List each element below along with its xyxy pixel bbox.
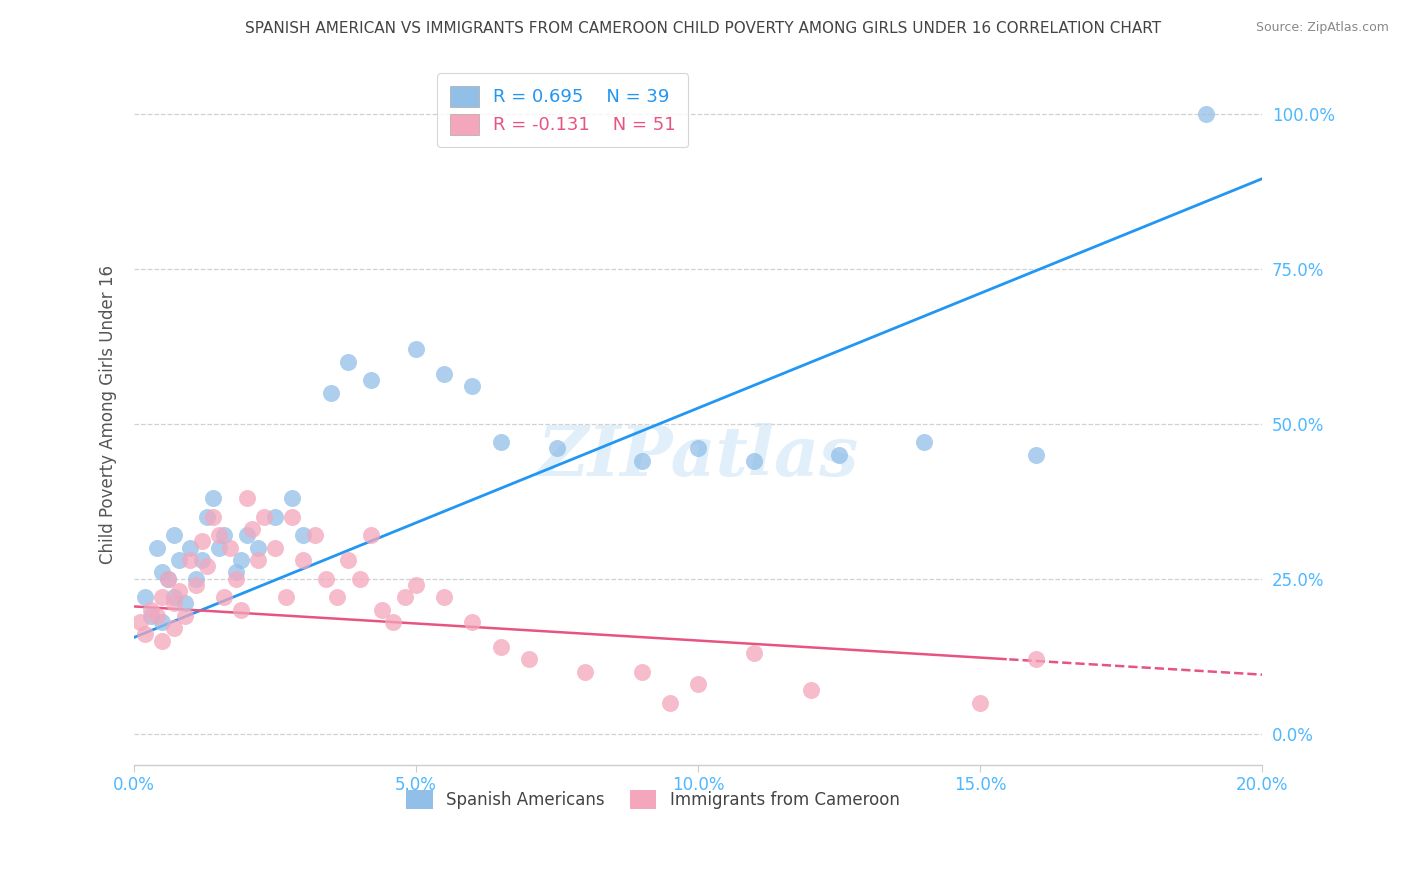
Point bbox=[162, 596, 184, 610]
Point bbox=[195, 509, 218, 524]
Point bbox=[156, 572, 179, 586]
Point bbox=[489, 640, 512, 654]
Point bbox=[139, 602, 162, 616]
Point bbox=[128, 615, 150, 629]
Point bbox=[405, 342, 427, 356]
Point bbox=[337, 553, 360, 567]
Point bbox=[173, 596, 195, 610]
Point bbox=[150, 615, 173, 629]
Point bbox=[162, 528, 184, 542]
Point bbox=[195, 559, 218, 574]
Point bbox=[574, 665, 596, 679]
Point bbox=[162, 621, 184, 635]
Point bbox=[264, 509, 287, 524]
Point bbox=[247, 553, 270, 567]
Point bbox=[349, 572, 371, 586]
Point bbox=[225, 572, 247, 586]
Point bbox=[150, 566, 173, 580]
Point bbox=[162, 590, 184, 604]
Point bbox=[134, 627, 156, 641]
Point bbox=[184, 578, 207, 592]
Point bbox=[658, 696, 681, 710]
Point bbox=[264, 541, 287, 555]
Point bbox=[630, 454, 652, 468]
Point bbox=[360, 373, 382, 387]
Point bbox=[156, 572, 179, 586]
Point bbox=[1025, 448, 1047, 462]
Point bbox=[686, 677, 709, 691]
Point bbox=[236, 491, 259, 505]
Point bbox=[281, 509, 304, 524]
Point bbox=[134, 590, 156, 604]
Point bbox=[630, 665, 652, 679]
Point bbox=[179, 541, 201, 555]
Point bbox=[394, 590, 416, 604]
Point bbox=[276, 590, 298, 604]
Point bbox=[214, 528, 236, 542]
Point bbox=[433, 367, 456, 381]
Y-axis label: Child Poverty Among Girls Under 16: Child Poverty Among Girls Under 16 bbox=[100, 265, 117, 564]
Point bbox=[1025, 652, 1047, 666]
Legend: Spanish Americans, Immigrants from Cameroon: Spanish Americans, Immigrants from Camer… bbox=[399, 783, 907, 815]
Point bbox=[337, 354, 360, 368]
Point bbox=[219, 541, 242, 555]
Point bbox=[184, 572, 207, 586]
Point bbox=[321, 385, 343, 400]
Point bbox=[231, 602, 253, 616]
Text: ZIPatlas: ZIPatlas bbox=[537, 423, 859, 490]
Point bbox=[405, 578, 427, 592]
Point bbox=[139, 608, 162, 623]
Point bbox=[304, 528, 326, 542]
Point bbox=[145, 608, 167, 623]
Point bbox=[167, 553, 190, 567]
Point bbox=[179, 553, 201, 567]
Point bbox=[207, 541, 229, 555]
Point bbox=[190, 553, 212, 567]
Point bbox=[145, 541, 167, 555]
Point bbox=[207, 528, 229, 542]
Point bbox=[315, 572, 337, 586]
Point bbox=[912, 435, 935, 450]
Point bbox=[461, 615, 484, 629]
Point bbox=[150, 633, 173, 648]
Point bbox=[281, 491, 304, 505]
Point bbox=[517, 652, 540, 666]
Point bbox=[360, 528, 382, 542]
Point bbox=[247, 541, 270, 555]
Point bbox=[214, 590, 236, 604]
Point bbox=[236, 528, 259, 542]
Point bbox=[744, 646, 766, 660]
Point bbox=[461, 379, 484, 393]
Point bbox=[201, 509, 224, 524]
Point bbox=[382, 615, 405, 629]
Point bbox=[800, 683, 823, 698]
Point bbox=[242, 522, 264, 536]
Point bbox=[292, 553, 315, 567]
Point bbox=[686, 442, 709, 456]
Point bbox=[828, 448, 851, 462]
Point bbox=[167, 583, 190, 598]
Point bbox=[231, 553, 253, 567]
Point bbox=[1194, 106, 1216, 120]
Point bbox=[292, 528, 315, 542]
Point bbox=[201, 491, 224, 505]
Point bbox=[969, 696, 991, 710]
Point bbox=[433, 590, 456, 604]
Point bbox=[190, 534, 212, 549]
Point bbox=[326, 590, 349, 604]
Point bbox=[371, 602, 394, 616]
Point bbox=[173, 608, 195, 623]
Point bbox=[253, 509, 276, 524]
Point bbox=[546, 442, 568, 456]
Point bbox=[225, 566, 247, 580]
Text: SPANISH AMERICAN VS IMMIGRANTS FROM CAMEROON CHILD POVERTY AMONG GIRLS UNDER 16 : SPANISH AMERICAN VS IMMIGRANTS FROM CAME… bbox=[245, 21, 1161, 36]
Point bbox=[489, 435, 512, 450]
Point bbox=[150, 590, 173, 604]
Point bbox=[744, 454, 766, 468]
Text: Source: ZipAtlas.com: Source: ZipAtlas.com bbox=[1256, 21, 1389, 34]
